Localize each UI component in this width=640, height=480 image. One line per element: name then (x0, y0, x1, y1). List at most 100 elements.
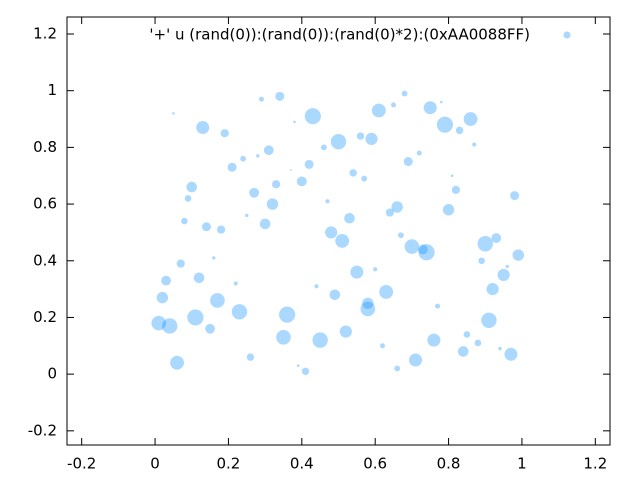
bubble (186, 181, 198, 193)
bubble (170, 355, 184, 370)
bubble (504, 347, 518, 361)
bubble (339, 325, 352, 338)
bubble (397, 232, 404, 239)
bubble (457, 346, 469, 357)
bubble (435, 303, 441, 309)
bubble (329, 289, 341, 301)
y-tick-label: 0.6 (33, 195, 57, 213)
bubble (320, 144, 327, 151)
bubble (196, 121, 210, 135)
bubble (263, 145, 274, 156)
bubble (439, 100, 443, 104)
bubble (463, 112, 478, 126)
bubble (379, 285, 394, 299)
bubble (187, 309, 204, 326)
bubble (314, 284, 319, 289)
bubble (450, 174, 454, 178)
bubble (304, 108, 321, 125)
bubble (259, 218, 271, 230)
x-tick-label: 0 (150, 455, 160, 473)
bubble (296, 364, 300, 367)
bubble (491, 233, 502, 243)
bubble (409, 353, 423, 367)
bubble (176, 259, 185, 268)
x-tick-label: 0.4 (290, 455, 314, 473)
bubble (505, 264, 509, 269)
bubble (275, 91, 285, 101)
bubble (365, 132, 378, 145)
bubble (227, 162, 237, 172)
bubble (249, 187, 260, 198)
bubble (497, 268, 510, 282)
bubble (498, 346, 502, 351)
bubble (474, 339, 482, 347)
bubble (279, 306, 296, 323)
bubble (394, 365, 401, 372)
bubble (404, 239, 420, 254)
bubble (423, 101, 437, 115)
bubble (330, 134, 347, 150)
bubble (356, 132, 365, 140)
plot-border (66, 16, 611, 446)
bubble (442, 204, 455, 216)
bubble (391, 201, 403, 213)
x-tick-label: 1.2 (583, 455, 607, 473)
legend-marker (563, 31, 571, 39)
bubble (272, 180, 281, 189)
x-tick-label: 1 (517, 455, 527, 473)
bubble (472, 142, 477, 147)
bubble (245, 213, 249, 218)
y-tick-label: -0.2 (28, 421, 57, 439)
bubble (181, 217, 188, 225)
bubble (172, 112, 175, 115)
bubble (325, 199, 330, 204)
bubble (304, 159, 314, 169)
y-tick-label: 0.8 (33, 138, 57, 156)
bubble (481, 312, 497, 328)
bubble (216, 225, 226, 234)
bubble (401, 90, 408, 97)
bubble (477, 236, 493, 252)
bubble (349, 169, 357, 177)
bubble (161, 275, 171, 286)
bubble (463, 331, 471, 338)
bubble (360, 301, 376, 317)
bubble (361, 175, 368, 182)
x-tick-label: 0.6 (363, 455, 387, 473)
bubble (416, 150, 422, 156)
bubble (403, 157, 413, 167)
bubble (312, 332, 328, 348)
bubble (371, 103, 386, 118)
y-tick-label: 0.4 (33, 251, 57, 269)
x-tick-label: -0.2 (67, 455, 96, 473)
bubble (246, 353, 255, 361)
bubble (510, 191, 520, 201)
bubble (418, 244, 435, 261)
bubble (210, 293, 225, 308)
bubble (427, 333, 441, 347)
bubble (455, 126, 464, 135)
bubble (296, 176, 307, 187)
bubble (151, 315, 167, 331)
bubble (212, 256, 216, 260)
bubble (162, 318, 178, 334)
bubble (256, 154, 260, 158)
bubble (344, 212, 355, 224)
legend-label: '+' u (rand(0)):(rand(0)):(rand(0)*2):(0… (149, 26, 530, 44)
y-tick-label: 0.2 (33, 308, 57, 326)
x-tick-label: 0.8 (437, 455, 461, 473)
bubble (391, 102, 397, 108)
bubble (301, 367, 310, 376)
y-tick-label: 1.2 (33, 25, 57, 43)
bubble (220, 129, 229, 138)
bubble (380, 343, 386, 349)
bubble (362, 297, 374, 309)
bubble (201, 222, 211, 232)
bubble (335, 234, 350, 248)
bubble (478, 257, 485, 265)
bubble (417, 244, 428, 255)
bubble (156, 291, 169, 304)
bubble (512, 249, 524, 261)
